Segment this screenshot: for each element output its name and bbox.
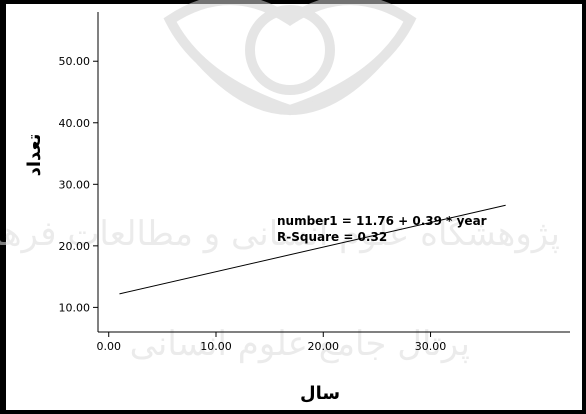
x-tick-label: 0.00	[96, 340, 121, 353]
x-tick-label: 30.00	[415, 340, 447, 353]
series-layer	[119, 204, 506, 295]
x-tick-label: 10.00	[200, 340, 232, 353]
watermark-text-line2: پرتال جامع علوم انسانی	[130, 324, 470, 364]
x-ticks: 0.00 10.00 20.00 30.00	[96, 332, 446, 353]
y-ticks: 10.00 20.00 30.00 40.00 50.00	[59, 55, 98, 314]
y-tick-label: 50.00	[59, 55, 91, 68]
y-tick-label: 30.00	[59, 178, 91, 191]
watermark-text-line1: پژوهشگاه علوم انسانی و مطالعات فرهنگی	[0, 214, 560, 254]
y-tick-label: 20.00	[59, 240, 91, 253]
y-tick-label: 40.00	[59, 117, 91, 130]
r-square-annotation: R-Square = 0.32	[277, 230, 387, 244]
y-axis-title: تعداد	[24, 134, 45, 177]
equation-annotation: number1 = 11.76 + 0.39 * year	[277, 214, 487, 228]
regression-line	[119, 204, 506, 295]
x-tick-label: 20.00	[308, 340, 340, 353]
watermark: پژوهشگاه علوم انسانی و مطالعات فرهنگی پر…	[0, 0, 560, 364]
y-tick-label: 10.00	[59, 301, 91, 314]
watermark-logo	[163, 0, 417, 116]
x-axis-title: سال	[300, 383, 340, 404]
